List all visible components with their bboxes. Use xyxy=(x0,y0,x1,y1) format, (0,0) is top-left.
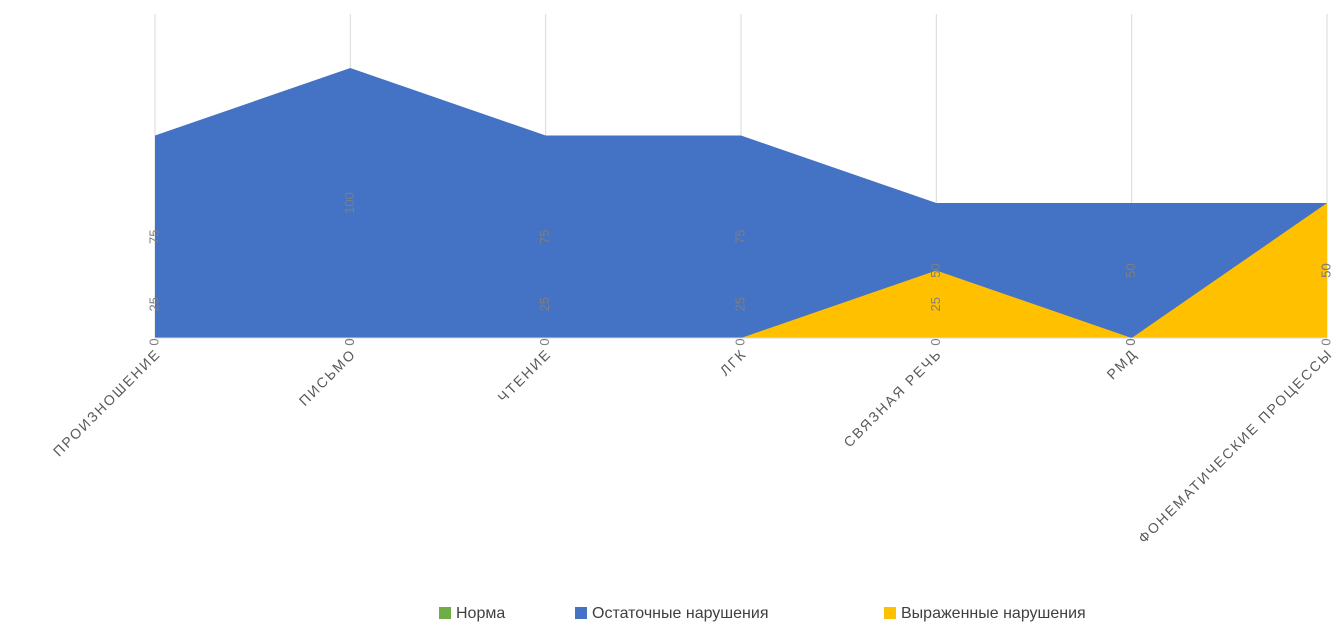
data-label: 25 xyxy=(537,297,552,311)
data-label: 25 xyxy=(928,297,943,311)
data-label: 75 xyxy=(732,230,747,244)
area xyxy=(155,203,1327,338)
data-label: 50 xyxy=(1318,263,1333,277)
data-label: 50 xyxy=(1123,263,1138,277)
legend-label: Норма xyxy=(456,605,505,622)
legend-label: Выраженные нарушения xyxy=(901,605,1086,622)
x-tick-label: СВЯЗНАЯ РЕЧЬ xyxy=(840,345,945,450)
x-tick-label: ПИСЬМО xyxy=(296,345,359,408)
legend-swatch xyxy=(884,607,896,619)
x-tick-label: ЧТЕНИЕ xyxy=(494,345,554,405)
data-label: 0 xyxy=(342,338,357,345)
legend-swatch xyxy=(439,607,451,619)
area xyxy=(155,68,1327,338)
x-tick-label: РМД xyxy=(1103,345,1140,382)
x-tick-label: ЛГК xyxy=(717,345,750,378)
data-label: 50 xyxy=(928,263,943,277)
x-tick-label: ФОНЕМАТИЧЕСКИЕ ПРОЦЕССЫ xyxy=(1135,345,1336,546)
data-label: 75 xyxy=(146,230,161,244)
data-label: 0 xyxy=(1123,338,1138,345)
data-label: 0 xyxy=(732,338,747,345)
x-tick-label: ПРОИЗНОШЕНИЕ xyxy=(50,345,164,459)
legend-label: Остаточные нарушения xyxy=(592,605,768,622)
data-label: 0 xyxy=(1123,338,1138,345)
data-label: 100 xyxy=(342,192,357,214)
data-label: 0 xyxy=(342,338,357,345)
data-label: 0 xyxy=(537,338,552,345)
data-label: 0 xyxy=(1318,338,1333,345)
data-label: 50 xyxy=(1318,263,1333,277)
data-label: 0 xyxy=(928,338,943,345)
legend-swatch xyxy=(575,607,587,619)
data-label: 0 xyxy=(146,338,161,345)
data-label: 25 xyxy=(732,297,747,311)
data-label: 25 xyxy=(146,297,161,311)
data-label: 75 xyxy=(537,230,552,244)
